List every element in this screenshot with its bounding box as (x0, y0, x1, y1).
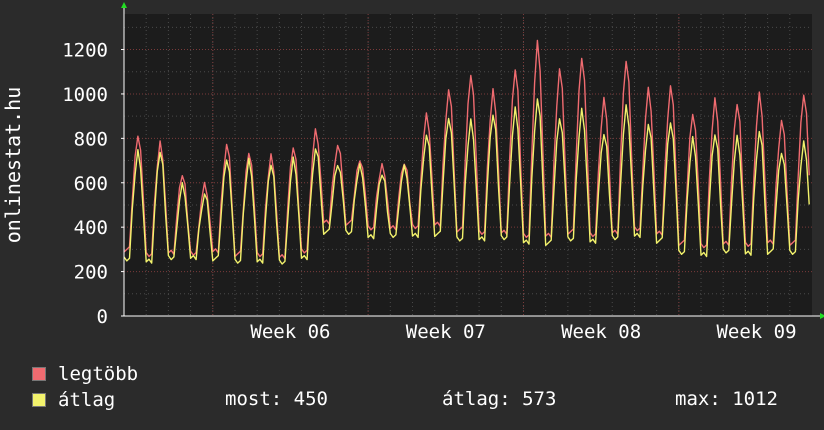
x-tick-label: Week 09 (716, 321, 796, 343)
y-tick-label: 1200 (62, 40, 108, 62)
y-tick-labels: 0 200 400 600 800 1000 1200 (62, 40, 108, 328)
x-tick-label: Week 07 (406, 321, 486, 343)
stat-average: átlag: 573 (442, 388, 557, 410)
legend-item-max: legtöbb (32, 362, 138, 386)
legend-swatch-max (32, 367, 46, 381)
x-tick-label: Week 06 (250, 321, 330, 343)
legend-label-max: legtöbb (58, 363, 139, 385)
y-tick-label: 600 (74, 173, 108, 195)
y-axis-arrow (121, 2, 127, 8)
series-layer (123, 39, 810, 265)
x-tick-label: Week 08 (561, 321, 641, 343)
legend-item-avg: átlag (32, 388, 115, 412)
legend-swatch-avg (32, 393, 46, 407)
legend-label-avg: átlag (58, 389, 116, 411)
x-axis-arrow (820, 313, 824, 319)
stat-now: most: 450 (225, 388, 328, 410)
y-tick-label: 1000 (62, 84, 108, 106)
stat-max: max: 1012 (675, 388, 778, 410)
y-tick-label: 200 (74, 262, 108, 284)
series-line-max (123, 39, 810, 260)
y-tick-label: 400 (74, 217, 108, 239)
x-tick-labels: Week 06 Week 07 Week 08 Week 09 (250, 321, 796, 343)
y-axis-label: onlinestat.hu (1, 87, 25, 244)
y-tick-label: 800 (74, 128, 108, 150)
series-line-average (123, 98, 810, 265)
y-tick-label: 0 (97, 306, 108, 328)
axes (121, 2, 824, 319)
